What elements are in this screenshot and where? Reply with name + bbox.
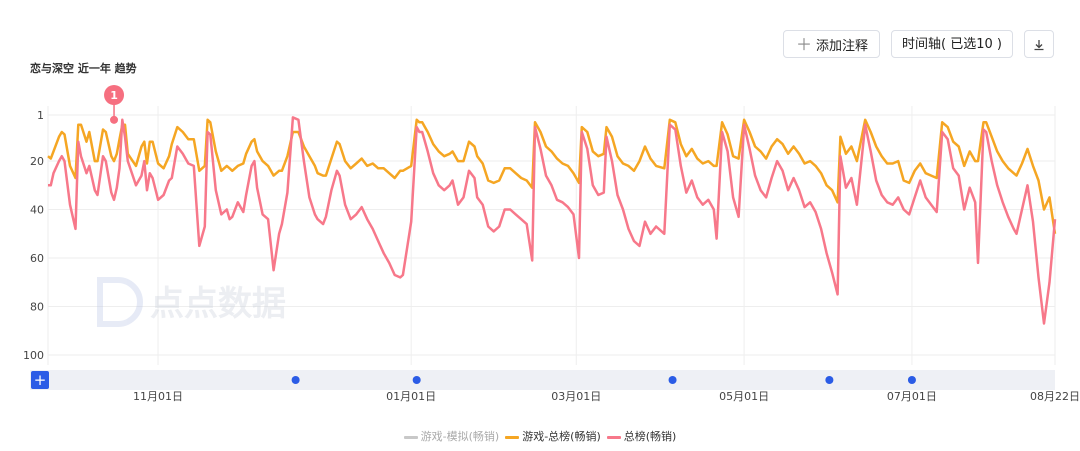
add-annotation-button[interactable]: ＋添加注释: [783, 30, 880, 58]
x-axis: 11月01日 01月01日 03月01日 05月01日 07月01日 08月22日: [133, 390, 1080, 403]
timeline-add-button: [31, 371, 49, 389]
download-icon: [1034, 39, 1044, 50]
legend-label: 游戏-总榜(畅销): [522, 430, 601, 443]
timeline-dot: [825, 376, 834, 384]
grid-lines: [47, 106, 1056, 365]
annotation-label: 1: [110, 89, 118, 102]
x-tick-label: 03月01日: [551, 390, 601, 403]
series-group: [47, 116, 1057, 325]
series-line: [48, 116, 1057, 325]
annotation-point: [110, 115, 119, 124]
legend-label: 总榜(畅销): [623, 430, 677, 443]
plus-icon: ＋: [796, 35, 813, 54]
y-tick-label: 40: [30, 204, 44, 217]
timeline-button[interactable]: 时间轴( 已选10 ): [891, 30, 1013, 58]
legend: 游戏-模拟(畅销) 游戏-总榜(畅销) 总榜(畅销): [0, 428, 1080, 444]
timeline-dots: [291, 376, 916, 384]
y-tick-label: 60: [30, 252, 44, 265]
timeline-dot: [907, 376, 916, 384]
timeline-dot: [668, 376, 677, 384]
watermark-logo-icon: [97, 277, 143, 327]
legend-swatch: [505, 435, 520, 439]
x-tick-label: 05月01日: [719, 390, 769, 403]
legend-item[interactable]: 总榜(畅销): [606, 428, 677, 444]
series-line: [47, 118, 1057, 234]
y-axis: 1 20 40 60 80 100: [23, 109, 44, 362]
watermark: 点点数据: [97, 277, 286, 327]
timeline-dot: [412, 376, 421, 384]
legend-swatch: [403, 435, 418, 439]
x-tick-label: 08月22日: [1030, 390, 1080, 403]
x-tick-label: 01月01日: [386, 390, 436, 403]
legend-label: 游戏-模拟(畅销): [420, 430, 500, 443]
y-tick-label: 100: [23, 349, 44, 362]
timeline-dot: [291, 376, 300, 384]
annotation-badge: [104, 85, 125, 105]
download-button[interactable]: [1024, 30, 1054, 58]
legend-item[interactable]: 游戏-模拟(畅销): [403, 428, 500, 444]
watermark-text: 点点数据: [150, 284, 286, 324]
chart-title: 恋与深空 近一年 趋势: [30, 62, 137, 75]
x-tick-label: 11月01日: [133, 390, 183, 403]
legend-swatch: [606, 435, 621, 439]
timeline-add-icon: +: [34, 371, 47, 389]
x-tick-label: 07月01日: [887, 390, 937, 403]
y-tick-label: 20: [30, 155, 44, 168]
y-tick-label: 1: [37, 109, 44, 122]
y-tick-label: 80: [30, 301, 44, 314]
timeline-bar: [30, 370, 1055, 390]
annotation-marker: 1: [104, 85, 125, 124]
add-annotation-label: 添加注释: [816, 39, 869, 54]
legend-item[interactable]: 游戏-总榜(畅销): [505, 428, 601, 444]
